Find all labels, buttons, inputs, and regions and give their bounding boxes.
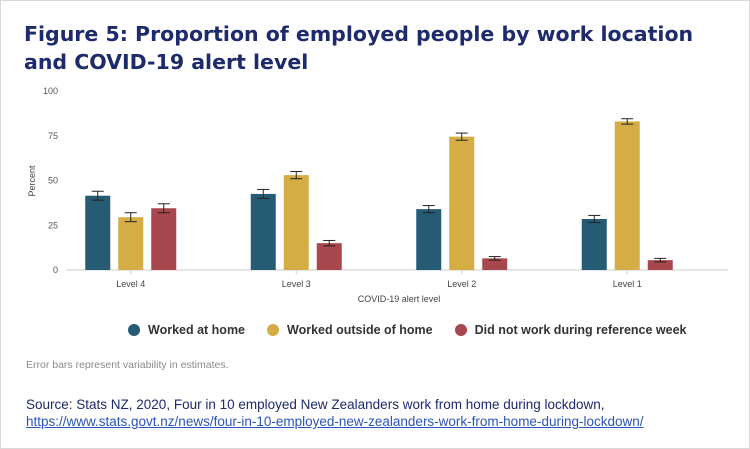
legend-item: Did not work during reference week	[454, 323, 687, 337]
legend: Worked at home Worked outside of home Did …	[128, 323, 687, 337]
bar	[250, 193, 276, 270]
y-tick-label: 100	[43, 86, 58, 96]
bar	[581, 218, 607, 270]
bar	[316, 243, 342, 270]
source-text: Source: Stats NZ, 2020, Four in 10 emplo…	[26, 397, 605, 412]
y-axis-label: Percent	[27, 165, 37, 197]
figure-title: Figure 5: Proportion of employed people …	[24, 22, 694, 74]
legend-swatch	[267, 324, 280, 336]
legend-label: Worked at home	[148, 323, 246, 337]
y-tick-label: 25	[48, 220, 58, 230]
legend-swatch	[128, 324, 140, 336]
y-tick-label: 0	[53, 265, 58, 275]
x-tick-label: Level 2	[447, 279, 476, 289]
legend-item: Worked outside of home	[267, 323, 433, 337]
bar	[85, 195, 111, 270]
footnote: Error bars represent variability in esti…	[26, 359, 229, 371]
source-link[interactable]: https://www.stats.govt.nz/news/four-in-1…	[26, 414, 644, 429]
y-tick-label: 50	[48, 176, 58, 186]
legend-item: Worked at home	[128, 323, 245, 337]
bar	[118, 217, 144, 270]
legend-swatch	[454, 324, 467, 336]
bar	[482, 258, 508, 270]
y-tick-label: 75	[48, 131, 58, 141]
bar	[416, 209, 442, 270]
bar	[449, 136, 475, 270]
bar-chart: Percent COVID-19 alert level 0 25 50 75 100 L…	[27, 86, 728, 304]
x-axis-label: COVID-19 alert level	[358, 294, 441, 304]
source-citation: Source: Stats NZ, 2020, Four in 10 emplo…	[26, 396, 644, 430]
x-tick-label: Level 4	[116, 279, 145, 289]
legend-label: Did not work during reference week	[474, 323, 687, 337]
legend-label: Worked outside of home	[287, 323, 433, 337]
bar	[647, 260, 673, 270]
x-tick-label: Level 1	[613, 279, 642, 289]
bar	[283, 175, 309, 270]
bar	[151, 208, 177, 270]
x-tick-label: Level 3	[282, 279, 311, 289]
bar	[614, 121, 640, 271]
